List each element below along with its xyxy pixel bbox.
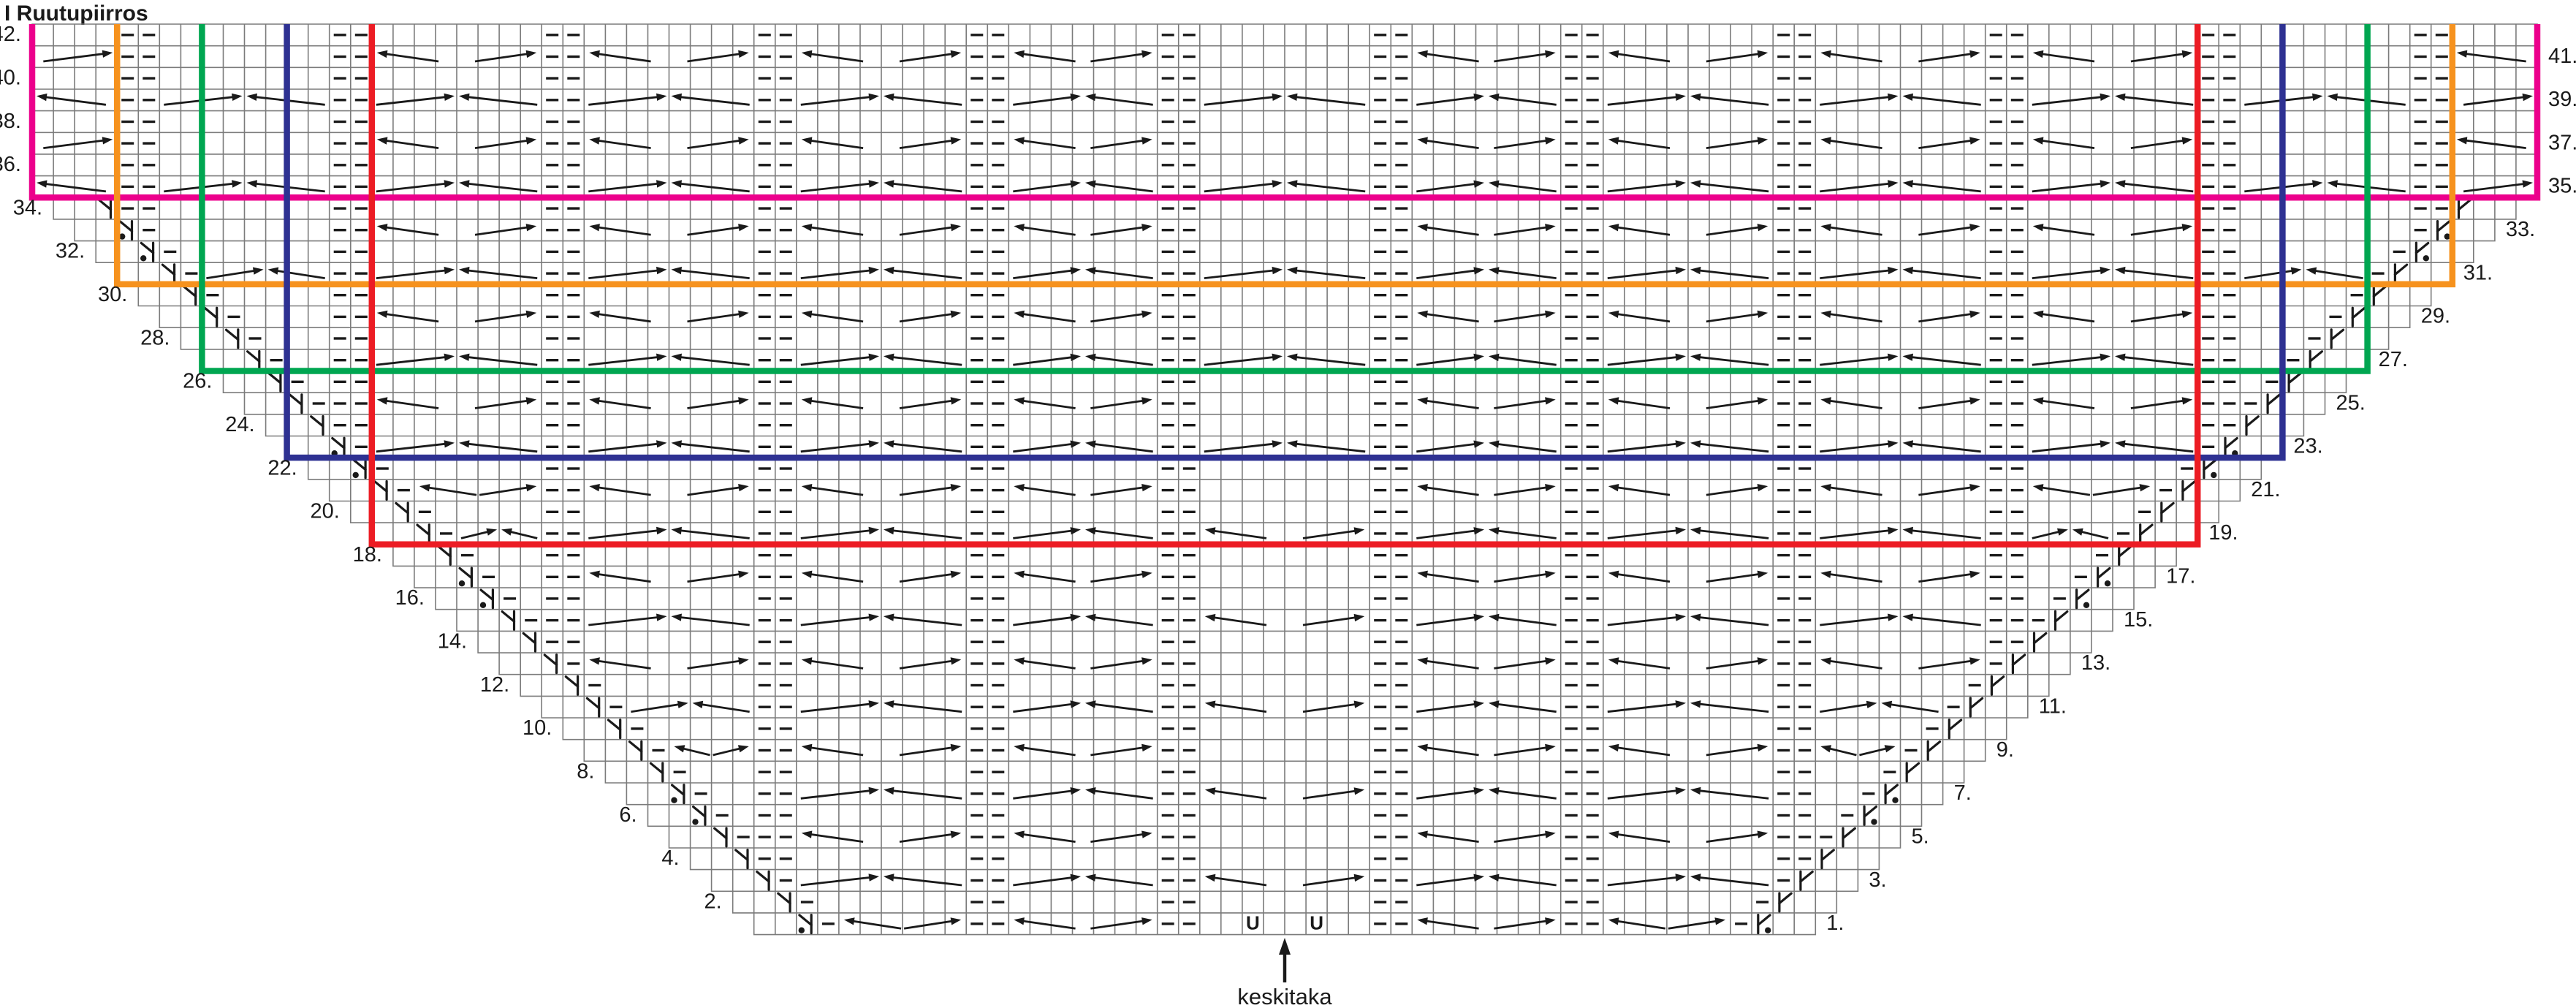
row-number-left: 30. bbox=[98, 283, 127, 306]
row-number-left: 42. bbox=[0, 23, 21, 46]
repeat-box-orange bbox=[113, 24, 2456, 288]
row-number-left: 2. bbox=[704, 890, 722, 913]
row-number-right: 41. bbox=[2548, 45, 2576, 68]
row-number-left: 16. bbox=[395, 586, 425, 610]
row-number-right: 29. bbox=[2421, 305, 2450, 328]
row-number-right: 3. bbox=[1869, 868, 1886, 892]
grid-cells bbox=[31, 23, 2538, 936]
row-number-right: 39. bbox=[2548, 88, 2576, 111]
center-back-arrow-icon bbox=[1279, 938, 1291, 982]
row-number-right: 5. bbox=[1912, 825, 1929, 848]
row-number-left: 20. bbox=[310, 500, 339, 523]
row-number-left: 38. bbox=[0, 110, 21, 133]
repeat-box-green bbox=[199, 24, 2371, 374]
row-number-right: 19. bbox=[2208, 521, 2238, 545]
row-numbers: 42. 41. 40. 39. 38. 37. 36. 35. 34. 33. 32. 31. 30. 2… bbox=[0, 23, 2576, 935]
row-number-left: 28. bbox=[140, 326, 170, 349]
row-number-right: 15. bbox=[2124, 608, 2153, 632]
row-number-left: 10. bbox=[523, 716, 552, 740]
row-number-right: 11. bbox=[2039, 695, 2067, 719]
row-number-left: 34. bbox=[13, 196, 42, 219]
row-number-left: 6. bbox=[619, 803, 637, 827]
row-number-left: 18. bbox=[353, 543, 382, 566]
row-number-right: 23. bbox=[2293, 435, 2322, 458]
row-number-right: 27. bbox=[2379, 348, 2408, 371]
row-number-left: 8. bbox=[577, 760, 594, 784]
chart-title: I Ruutupiirros bbox=[4, 1, 148, 26]
row-number-right: 1. bbox=[1826, 912, 1844, 935]
row-number-right: 17. bbox=[2166, 565, 2195, 588]
row-number-left: 26. bbox=[183, 370, 212, 393]
row-number-right: 13. bbox=[2081, 651, 2110, 675]
row-number-right: 21. bbox=[2251, 478, 2280, 501]
row-number-left: 24. bbox=[225, 413, 254, 436]
repeat-box-blue bbox=[284, 24, 2286, 461]
row-number-left: 32. bbox=[56, 240, 85, 263]
row-number-left: 22. bbox=[267, 456, 297, 480]
repeat-boxes bbox=[29, 24, 2541, 548]
row-number-left: 14. bbox=[438, 630, 467, 653]
row-number-right: 7. bbox=[1954, 781, 1972, 805]
row-number-right: 35. bbox=[2548, 175, 2576, 198]
row-number-left: 4. bbox=[661, 846, 679, 870]
svg-text:U: U bbox=[1246, 912, 1260, 934]
row-number-left: 40. bbox=[0, 66, 21, 89]
row-number-left: 36. bbox=[0, 153, 21, 176]
row-number-right: 25. bbox=[2336, 391, 2366, 414]
repeat-box-red bbox=[368, 24, 2201, 548]
row-number-right: 33. bbox=[2506, 218, 2535, 241]
row-number-left: 12. bbox=[480, 673, 509, 697]
repeat-box-magenta bbox=[29, 24, 2541, 201]
row-number-right: 9. bbox=[1996, 738, 2014, 762]
row-number-right: 31. bbox=[2463, 261, 2493, 284]
row-number-right: 37. bbox=[2548, 131, 2576, 154]
svg-text:U: U bbox=[1310, 912, 1323, 934]
center-back-label: keskitaka bbox=[1237, 984, 1332, 1008]
